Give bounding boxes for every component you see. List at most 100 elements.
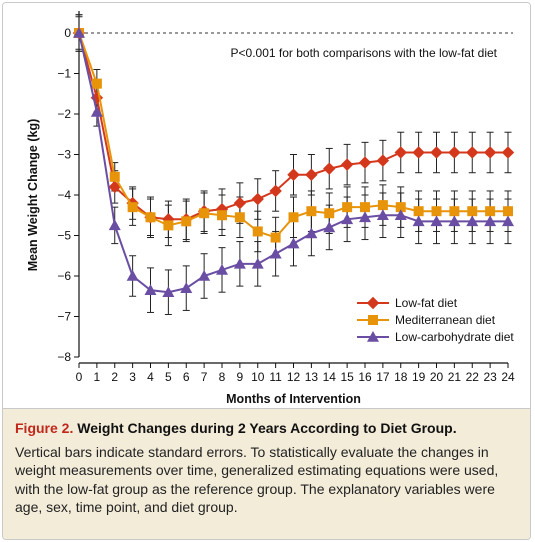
data-point-square	[163, 220, 174, 231]
x-tick-label: 7	[201, 370, 208, 384]
data-point-triangle	[484, 215, 497, 227]
data-point-square	[377, 200, 388, 211]
data-point-diamond	[394, 146, 407, 159]
data-point-square	[413, 206, 424, 217]
data-point-triangle	[233, 257, 246, 269]
figure-caption: Figure 2. Weight Changes during 2 Years …	[3, 408, 530, 539]
data-point-triangle	[216, 263, 228, 275]
x-tick-label: 18	[394, 370, 408, 384]
data-point-triangle	[144, 284, 157, 295]
x-tick-label: 16	[358, 370, 372, 384]
x-tick-label: 20	[430, 370, 444, 384]
data-point-square	[199, 208, 210, 219]
data-point-diamond	[412, 146, 425, 159]
x-tick-label: 2	[111, 370, 118, 384]
data-point-square	[306, 206, 317, 217]
y-tick-label: 0	[64, 26, 71, 40]
data-point-triangle	[412, 215, 425, 227]
caption-body: Vertical bars indicate standard errors. …	[15, 443, 499, 516]
y-tick-label: −7	[57, 310, 71, 324]
data-point-square	[485, 206, 496, 217]
y-tick-label: −8	[57, 350, 71, 364]
data-point-diamond	[233, 196, 247, 210]
data-point-triangle	[251, 257, 264, 269]
figure-number: Figure 2.	[15, 420, 74, 436]
data-point-triangle	[376, 209, 389, 221]
y-tick-label: −5	[57, 229, 71, 243]
legend-marker-square	[368, 315, 378, 325]
y-axis-title: Mean Weight Change (kg)	[26, 119, 40, 272]
x-tick-label: 24	[501, 370, 515, 384]
y-tick-label: −6	[57, 269, 71, 283]
data-point-square	[181, 216, 192, 227]
data-point-square	[145, 212, 156, 223]
data-point-diamond	[501, 146, 515, 159]
weight-change-chart: 0−1−2−3−4−5−6−7−80 1 2 3 4 5 6 7 8 9 10 11 12 13 14 15 1…	[26, 11, 515, 406]
data-point-square	[467, 206, 478, 217]
y-tick-label: −4	[57, 188, 71, 202]
data-point-diamond	[269, 184, 282, 198]
data-point-triangle	[73, 27, 85, 38]
y-tick-label: −1	[57, 67, 71, 81]
data-point-square	[324, 208, 335, 219]
data-point-triangle	[305, 227, 318, 239]
x-tick-label: 13	[305, 370, 319, 384]
x-tick-label: 4	[147, 370, 154, 384]
x-tick-label: 17	[376, 370, 390, 384]
data-point-square	[449, 206, 460, 217]
data-point-diamond	[305, 168, 318, 181]
data-point-triangle	[502, 215, 514, 227]
chart-area: 0 −1 −2 −3 −4 −5 −6 −7 −8 0 1 2 3 4 5 6 7 8 9 10 11 12 13 14 15 1…	[3, 3, 530, 408]
x-tick-label: 19	[412, 370, 426, 384]
data-point-triangle	[126, 270, 139, 281]
data-point-square	[234, 212, 245, 223]
x-tick-label: 6	[183, 370, 190, 384]
legend-label: Low-fat diet	[395, 296, 458, 310]
x-tick-label: 22	[466, 370, 480, 384]
data-point-triangle	[359, 211, 371, 223]
x-tick-label: 0	[76, 370, 83, 384]
x-tick-label: 9	[237, 370, 244, 384]
data-point-triangle	[269, 247, 282, 259]
data-point-triangle	[180, 282, 193, 293]
x-tick-label: 11	[269, 370, 282, 384]
data-point-triangle	[430, 215, 443, 227]
x-tick-label: 12	[287, 370, 301, 384]
data-point-diamond	[376, 154, 390, 167]
data-point-triangle	[90, 105, 103, 117]
data-point-square	[252, 226, 263, 237]
legend-marker-diamond	[366, 296, 380, 310]
data-point-square	[360, 202, 370, 213]
data-point-square	[109, 171, 120, 182]
data-point-diamond	[251, 192, 264, 206]
data-point-square	[503, 206, 513, 217]
data-point-triangle	[466, 215, 479, 227]
figure-title: Weight Changes during 2 Years According …	[77, 420, 457, 436]
data-point-diamond	[287, 168, 300, 181]
data-point-triangle	[198, 270, 211, 281]
data-point-square	[395, 202, 406, 213]
data-point-diamond	[340, 158, 354, 171]
legend-marker-triangle	[367, 331, 379, 342]
data-point-diamond	[448, 146, 461, 159]
x-tick-label: 21	[448, 370, 462, 384]
significance-annotation: P<0.001 for both comparisons with the lo…	[231, 46, 498, 60]
data-point-diamond	[323, 162, 336, 175]
data-point-square	[217, 210, 227, 221]
x-tick-label: 5	[165, 370, 172, 384]
data-point-diamond	[358, 156, 372, 169]
x-tick-label: 15	[340, 370, 354, 384]
x-tick-label: 10	[251, 370, 265, 384]
data-point-triangle	[341, 213, 354, 225]
legend-label: Low-carbohydrate diet	[395, 330, 514, 344]
data-point-square	[270, 232, 281, 243]
x-tick-label: 1	[94, 370, 101, 384]
data-point-square	[288, 212, 299, 223]
x-tick-label: 23	[483, 370, 497, 384]
data-point-diamond	[430, 146, 443, 159]
x-tick-label: 14	[323, 370, 337, 384]
data-point-triangle	[287, 237, 300, 249]
data-point-square	[127, 202, 138, 213]
data-point-triangle	[162, 286, 175, 297]
